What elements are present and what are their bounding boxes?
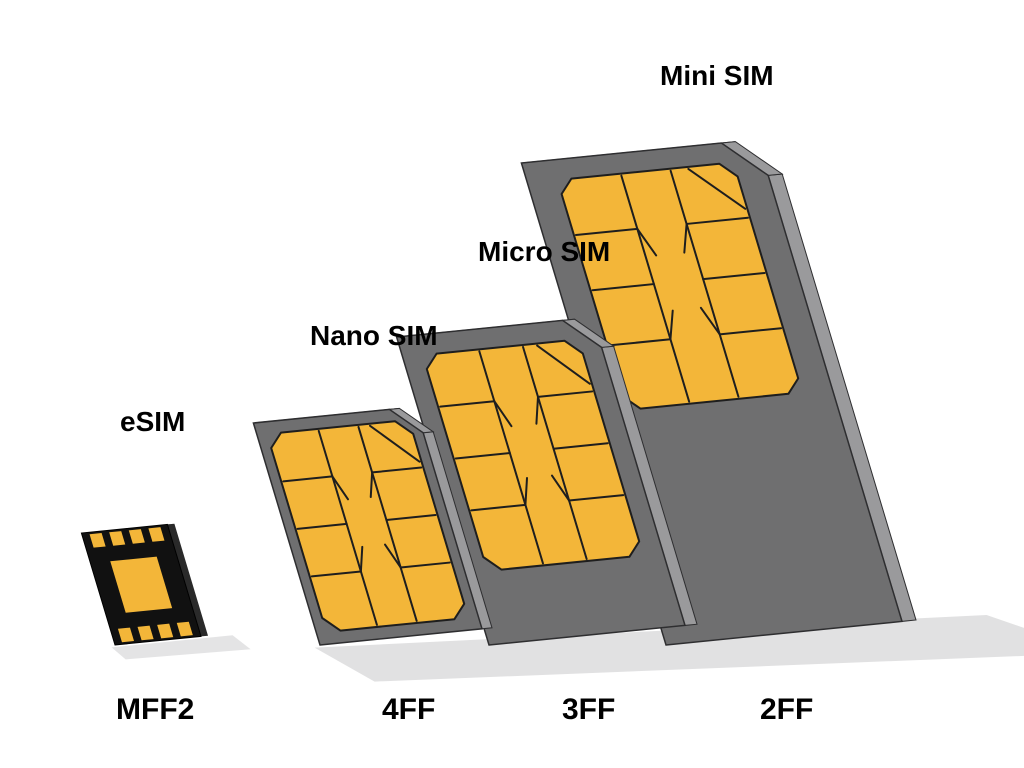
- sim-diagram: [0, 0, 1024, 768]
- label-nano-top: Nano SIM: [310, 320, 438, 352]
- label-nano-bottom: 4FF: [382, 693, 435, 727]
- label-esim-bottom: MFF2: [116, 693, 194, 727]
- label-mini-bottom: 2FF: [760, 693, 813, 727]
- esim-chip: [81, 524, 250, 660]
- label-micro-top: Micro SIM: [478, 236, 610, 268]
- label-micro-bottom: 3FF: [562, 693, 615, 727]
- label-mini-top: Mini SIM: [660, 60, 774, 92]
- label-esim-top: eSIM: [120, 406, 185, 438]
